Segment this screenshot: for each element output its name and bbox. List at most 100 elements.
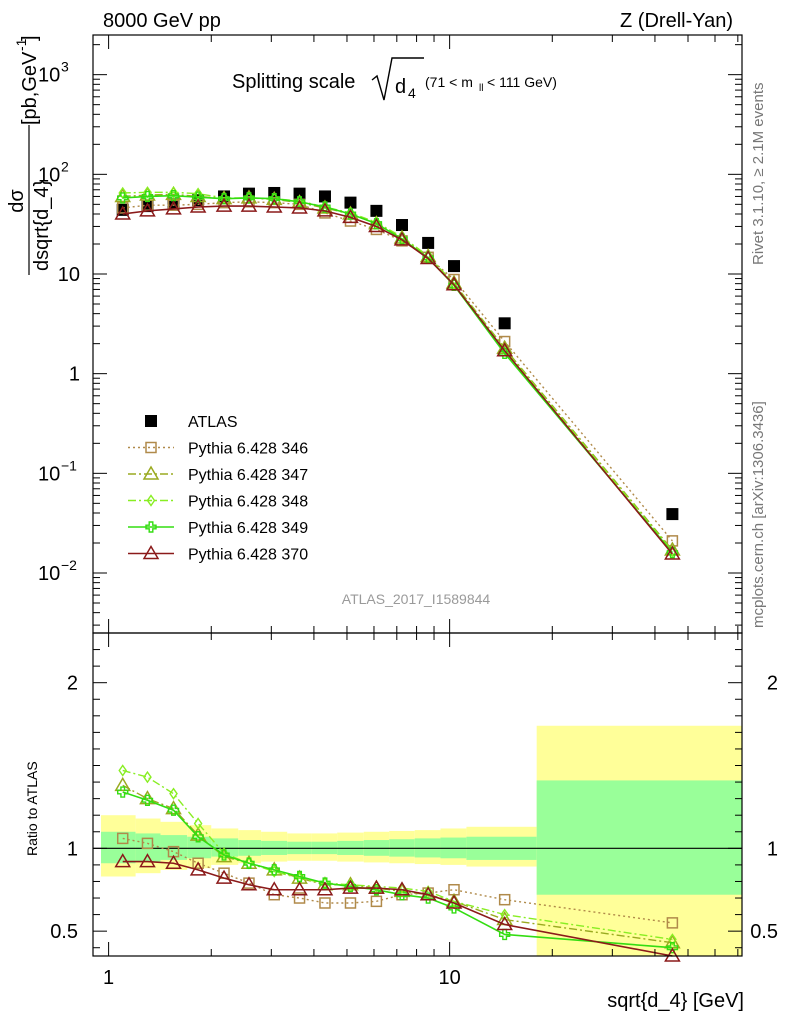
y-tick-exponent: 2 bbox=[61, 158, 69, 174]
main-data-point bbox=[666, 508, 679, 521]
svg-text:ll: ll bbox=[479, 83, 483, 94]
y-tick-exponent: 3 bbox=[61, 59, 69, 75]
ratio-y-tick-label-left: 0.5 bbox=[50, 921, 78, 943]
ratio-data-point bbox=[293, 870, 306, 883]
svg-text:4: 4 bbox=[408, 85, 416, 101]
ratio-data-point bbox=[139, 790, 156, 805]
ratio-data-point bbox=[423, 885, 433, 898]
y-tick-base: 10 bbox=[58, 264, 80, 286]
main-data-point bbox=[189, 198, 207, 213]
ratio-data-point bbox=[243, 857, 255, 869]
legend-label: ATLAS bbox=[188, 414, 238, 431]
ratio-y-tick-label-left: 2 bbox=[67, 673, 78, 695]
ratio-series-layer bbox=[114, 764, 681, 962]
main-data-point bbox=[496, 342, 513, 357]
ratio-series-line bbox=[122, 837, 673, 924]
ratio-data-point bbox=[445, 894, 463, 909]
ratio-data-point bbox=[342, 879, 359, 894]
legend-entry-4: Pythia 6.428 349 bbox=[128, 520, 308, 537]
main-data-point bbox=[143, 186, 152, 199]
main-data-point bbox=[167, 190, 180, 202]
ratio-data-point bbox=[215, 869, 233, 884]
y-tick-base: 10 bbox=[38, 65, 60, 87]
main-data-point bbox=[118, 186, 128, 200]
legend-label: Pythia 6.428 370 bbox=[188, 547, 308, 564]
main-data-point bbox=[293, 187, 306, 200]
ratio-data-point bbox=[114, 776, 132, 792]
ratio-data-point bbox=[319, 897, 331, 909]
ratio-data-point bbox=[368, 879, 385, 894]
ratio-data-point bbox=[192, 857, 204, 869]
ratio-series-line bbox=[122, 769, 673, 941]
ratio-uncertainty-bands bbox=[93, 725, 742, 956]
main-data-point bbox=[291, 199, 308, 214]
ratio-data-point bbox=[319, 877, 331, 889]
main-data-point bbox=[141, 190, 154, 203]
ratio-data-point bbox=[396, 889, 408, 901]
ratio-data-point bbox=[143, 770, 152, 784]
ratio-data-point bbox=[165, 854, 182, 869]
ratio-data-point bbox=[117, 786, 129, 798]
legend-marker bbox=[145, 441, 157, 454]
ratio-data-point bbox=[291, 881, 308, 896]
ratio-data-point bbox=[139, 853, 156, 868]
legend-entry-0: ATLAS bbox=[145, 414, 238, 431]
svg-text:dsqrt{d_4}: dsqrt{d_4} bbox=[31, 179, 53, 271]
main-data-point bbox=[396, 219, 409, 232]
ratio-series-3 bbox=[117, 786, 679, 954]
legend-label: Pythia 6.428 347 bbox=[188, 467, 308, 484]
ratio-data-point bbox=[500, 908, 510, 921]
y-tick-label: 10 3 bbox=[38, 59, 69, 87]
legend-entry-3: Pythia 6.428 348 bbox=[128, 494, 308, 511]
svg-text:(71 < m: (71 < m bbox=[425, 74, 473, 90]
y-tick-label: 10 2 bbox=[38, 158, 69, 186]
main-data-point bbox=[368, 217, 385, 233]
ratio-data-point bbox=[167, 804, 180, 816]
main-data-point bbox=[419, 250, 437, 265]
ratio-data-point bbox=[268, 864, 280, 876]
main-data-point bbox=[165, 200, 182, 215]
ratio-y-axis-label: Ratio to ATLAS bbox=[24, 761, 40, 856]
ratio-data-point bbox=[668, 933, 677, 946]
ratio-data-point bbox=[498, 893, 511, 906]
ratio-data-point bbox=[496, 916, 513, 931]
legend-entry-1: Pythia 6.428 346 bbox=[128, 441, 308, 458]
ratio-data-point bbox=[193, 817, 203, 830]
ratio-data-point bbox=[293, 892, 306, 904]
x-tick-label: 1 bbox=[103, 967, 114, 989]
svg-text:-1: -1 bbox=[13, 38, 29, 51]
legend-entry-5: Pythia 6.428 370 bbox=[128, 545, 308, 564]
legend: ATLAS Pythia 6.428 346 Pythia 6.428 347 Pyt… bbox=[128, 414, 308, 564]
ratio-data-point bbox=[218, 849, 230, 861]
ratio-data-point bbox=[666, 917, 679, 929]
ratio-y-tick-label-right: 1 bbox=[767, 838, 778, 860]
ratio-data-point bbox=[316, 881, 334, 896]
ratio-data-point bbox=[664, 947, 681, 962]
main-plot-title: Splitting scale d 4 (71 < m ll < 111 GeV… bbox=[232, 57, 557, 101]
legend-label: Pythia 6.428 348 bbox=[188, 494, 308, 511]
legend-marker bbox=[142, 545, 160, 560]
ratio-data-point bbox=[498, 928, 511, 941]
y-tick-exponent: −2 bbox=[61, 557, 77, 573]
x-tick-label: 10 bbox=[439, 967, 461, 989]
legend-marker bbox=[146, 494, 156, 507]
main-data-point bbox=[293, 196, 306, 208]
ratio-y-tick-label-left: 1 bbox=[67, 838, 78, 860]
svg-text:d: d bbox=[395, 76, 406, 98]
ratio-data-point bbox=[169, 787, 178, 800]
rivet-version-label: Rivet 3.1.10, ≥ 2.1M events bbox=[750, 83, 767, 266]
y-tick-label: 10 bbox=[58, 264, 80, 286]
main-series-line bbox=[122, 191, 673, 552]
main-data-point bbox=[215, 197, 233, 212]
ratio-data-point bbox=[448, 902, 460, 914]
svg-text:dσ: dσ bbox=[6, 189, 28, 213]
main-data-point bbox=[318, 190, 331, 203]
ratio-y-tick-label-right: 0.5 bbox=[750, 921, 778, 943]
legend-marker bbox=[145, 415, 157, 427]
ratio-data-point bbox=[114, 853, 132, 868]
ratio-series-4 bbox=[114, 853, 681, 962]
legend-marker bbox=[145, 521, 157, 533]
main-data-point bbox=[344, 215, 357, 227]
main-data-point bbox=[498, 317, 511, 330]
